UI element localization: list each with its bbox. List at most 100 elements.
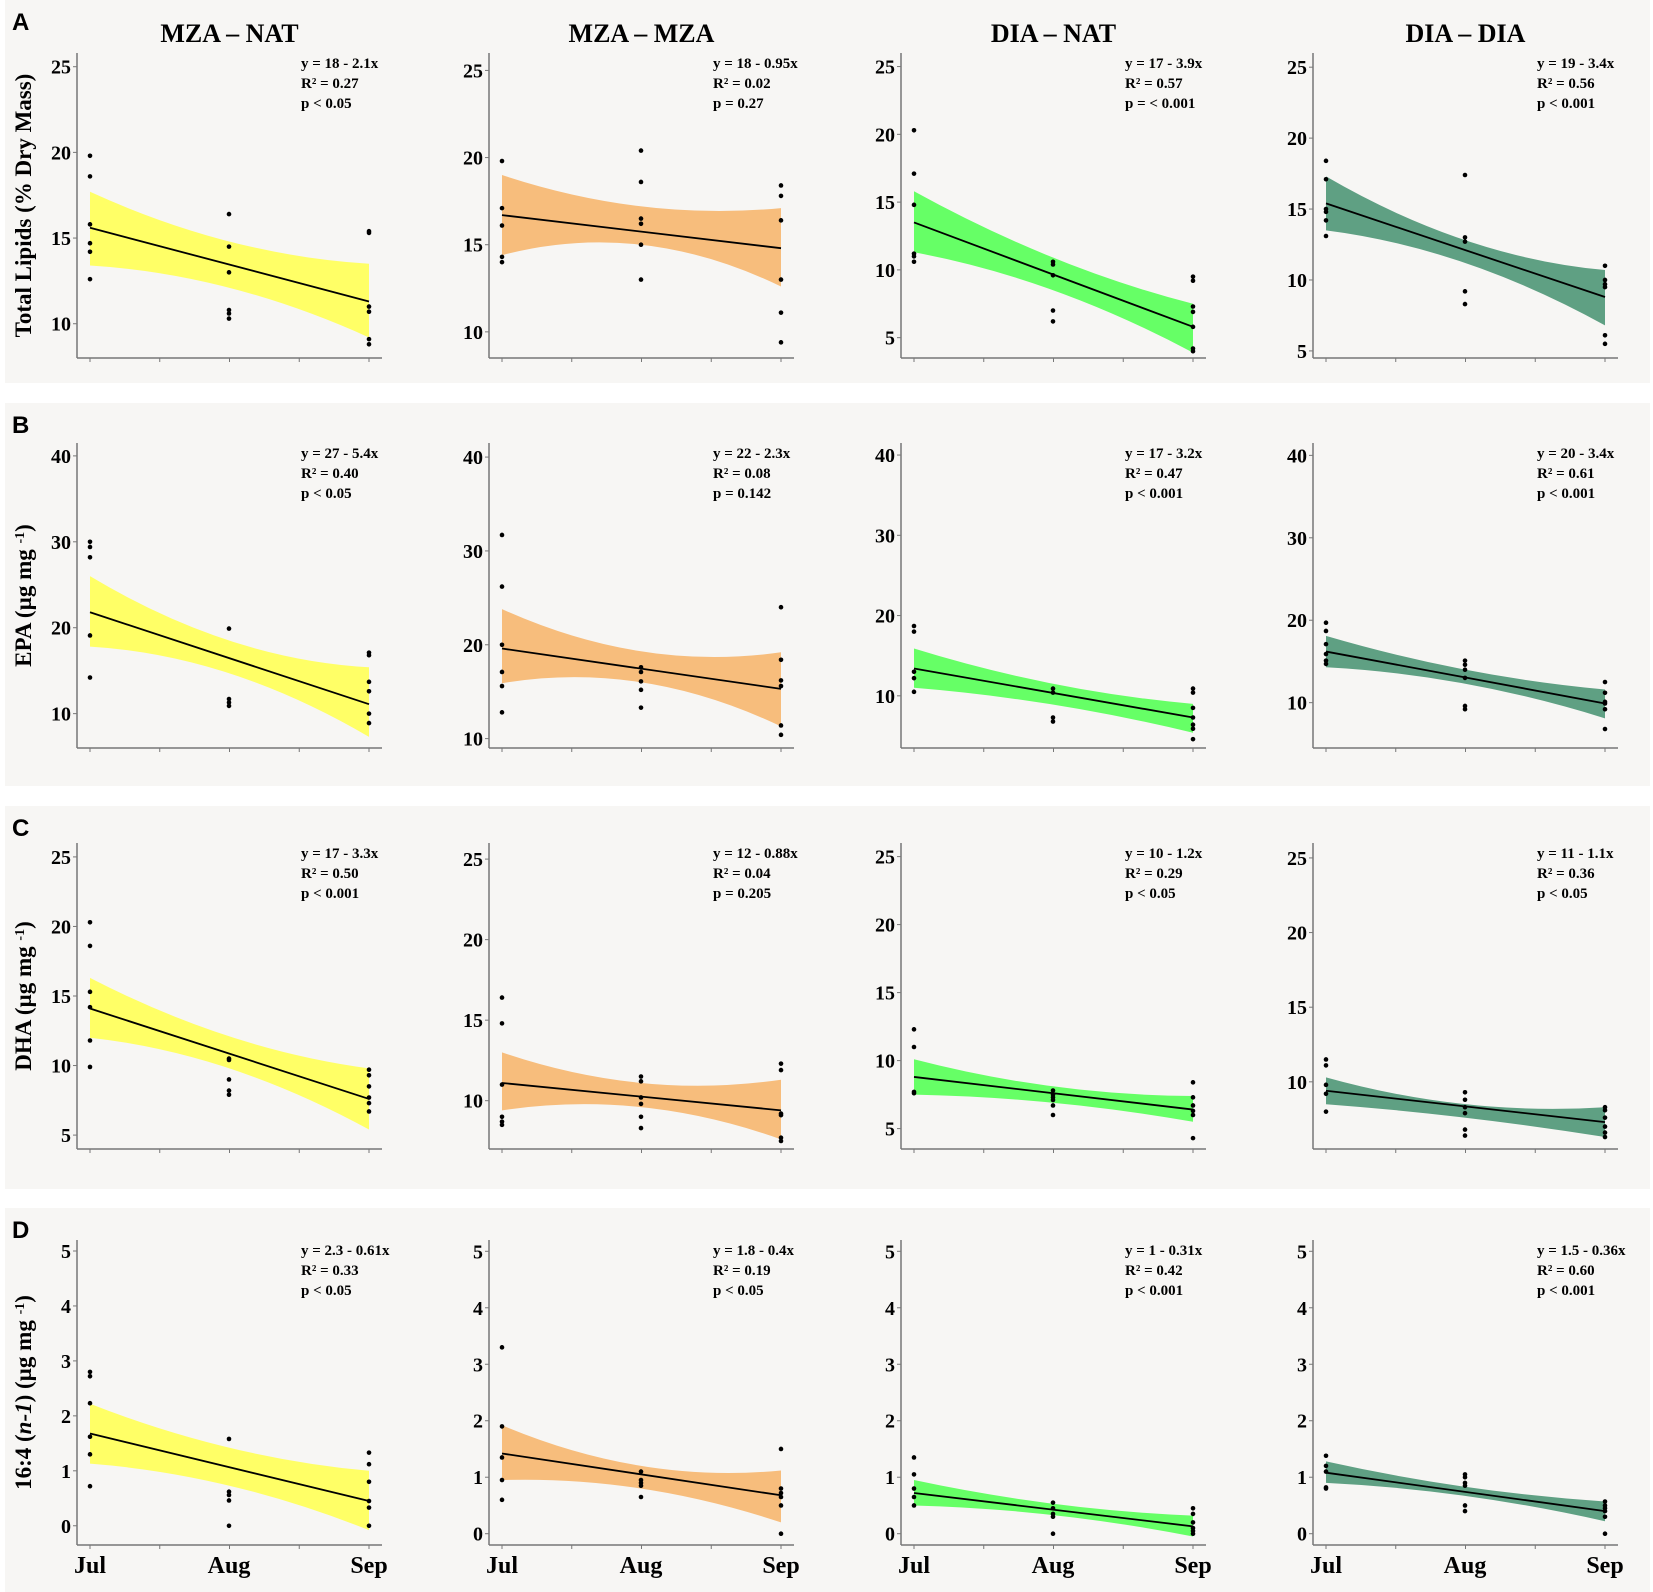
x-tick-label: Aug — [208, 1553, 251, 1579]
stats-eq: y = 17 - 3.9x — [1125, 56, 1203, 72]
y-tick-label: 30 — [463, 541, 483, 563]
data-point — [1323, 1453, 1329, 1459]
data-point — [778, 1531, 784, 1537]
data-point — [911, 254, 917, 259]
column-title: DIA – NAT — [991, 19, 1116, 48]
data-point — [778, 732, 784, 738]
stats-eq: y = 18 - 2.1x — [301, 56, 379, 72]
data-point — [499, 710, 505, 715]
stats-p: p < 0.001 — [1537, 1283, 1595, 1299]
data-point — [638, 148, 644, 153]
regression-line — [89, 1007, 370, 1100]
regression-line — [89, 226, 370, 303]
data-point — [1602, 1531, 1608, 1537]
data-point — [499, 1345, 505, 1350]
panel-C-4: 10 15 20 25 y = 11 - 1.1x R² = 0.36 p < 0.05 — [1287, 843, 1618, 1153]
data-point — [778, 723, 784, 728]
data-point — [638, 1074, 644, 1079]
data-point — [1323, 641, 1329, 647]
data-point — [911, 259, 917, 265]
y-tick-label: 10 — [463, 322, 483, 344]
data-point — [226, 1088, 232, 1093]
regression-line — [1325, 202, 1606, 298]
panel-D-4: 0 1 2 3 4 5 Jul Aug Sep y = 1.5 - 0.36x R² = 0.60 p… — [1297, 1240, 1626, 1579]
panel-B-2: 10 20 30 40 y = 22 - 2.3x R² = 0.08 p = 0.142 — [463, 443, 794, 752]
data-point — [1462, 1483, 1468, 1488]
data-point — [1602, 333, 1608, 338]
data-point — [87, 1400, 93, 1406]
y-tick-label: 10 — [875, 260, 895, 282]
data-point — [87, 919, 93, 925]
y-tick-label: 25 — [1287, 848, 1307, 870]
data-point — [638, 1469, 644, 1474]
data-point — [1323, 628, 1329, 634]
y-tick-label: 10 — [875, 686, 895, 708]
data-point — [1602, 277, 1608, 283]
data-point — [1050, 262, 1056, 267]
data-point — [499, 532, 505, 538]
data-point — [1462, 667, 1468, 672]
data-point — [1462, 1508, 1468, 1514]
y-tick-label: 15 — [51, 228, 71, 250]
x-tick-label: Sep — [762, 1553, 799, 1579]
data-point — [778, 340, 784, 345]
data-point — [1462, 662, 1468, 668]
data-point — [1050, 1531, 1056, 1537]
y-tick-label: 5 — [1297, 341, 1307, 363]
data-point — [499, 223, 505, 228]
x-tick-label: Jul — [74, 1553, 106, 1579]
data-point — [366, 1084, 372, 1089]
row-C: C DHA (µg mg -1) 5 10 15 20 25 y = 17 - 3.3x R² … — [5, 806, 1650, 1189]
y-axis-label-part: -1 — [13, 929, 28, 941]
y-axis-label-part: ) (µg mg — [11, 1314, 36, 1402]
data-point — [366, 679, 372, 685]
data-point — [226, 1077, 232, 1082]
data-point — [778, 657, 784, 663]
data-point — [499, 1122, 505, 1128]
y-tick-label: 10 — [463, 729, 483, 751]
x-tick-label: Sep — [1586, 1553, 1623, 1579]
data-point — [638, 679, 644, 684]
y-tick-label: 15 — [875, 983, 895, 1005]
stats-p: p = 0.205 — [713, 886, 771, 902]
data-point — [87, 675, 93, 680]
data-point — [226, 1436, 232, 1442]
stats-p: p = 0.27 — [713, 96, 764, 112]
y-tick-label: 20 — [1287, 610, 1307, 632]
y-tick-label: 10 — [1287, 1072, 1307, 1094]
data-point — [366, 1072, 372, 1078]
data-point — [499, 995, 505, 1000]
stats-p: p < 0.001 — [1125, 486, 1183, 502]
regression-line — [1325, 650, 1606, 705]
stats-p: p < 0.05 — [1537, 886, 1588, 902]
y-tick-label: 10 — [1287, 693, 1307, 715]
data-point — [1462, 703, 1468, 709]
data-point — [1190, 736, 1196, 742]
data-point — [1190, 1112, 1196, 1118]
row-background — [5, 0, 1650, 383]
y-tick-label: 20 — [463, 148, 483, 170]
stats-p: p < 0.05 — [301, 1283, 352, 1299]
y-tick-label: 20 — [1287, 923, 1307, 945]
y-tick-label: 25 — [875, 57, 895, 79]
y-tick-label: 4 — [885, 1298, 895, 1320]
data-point — [87, 1038, 93, 1043]
data-point — [1602, 1134, 1608, 1140]
y-tick-label: 2 — [1297, 1411, 1307, 1433]
data-point — [1190, 1080, 1196, 1085]
data-point — [1462, 1097, 1468, 1103]
data-point — [1462, 658, 1468, 663]
x-tick-label: Jul — [1310, 1553, 1342, 1579]
data-point — [87, 1452, 93, 1457]
data-point — [1462, 706, 1468, 712]
data-point — [911, 1494, 917, 1500]
data-point — [366, 1067, 372, 1073]
stats-r2: R² = 0.02 — [713, 76, 771, 92]
y-axis-label-part: DHA (µg mg — [11, 941, 36, 1071]
stats-p: p < 0.05 — [1125, 886, 1176, 902]
panel-letter: B — [12, 412, 29, 439]
data-point — [911, 1044, 917, 1050]
y-axis-label-part: ) — [11, 524, 36, 532]
data-point — [911, 1455, 917, 1460]
y-tick-label: 25 — [51, 847, 71, 869]
